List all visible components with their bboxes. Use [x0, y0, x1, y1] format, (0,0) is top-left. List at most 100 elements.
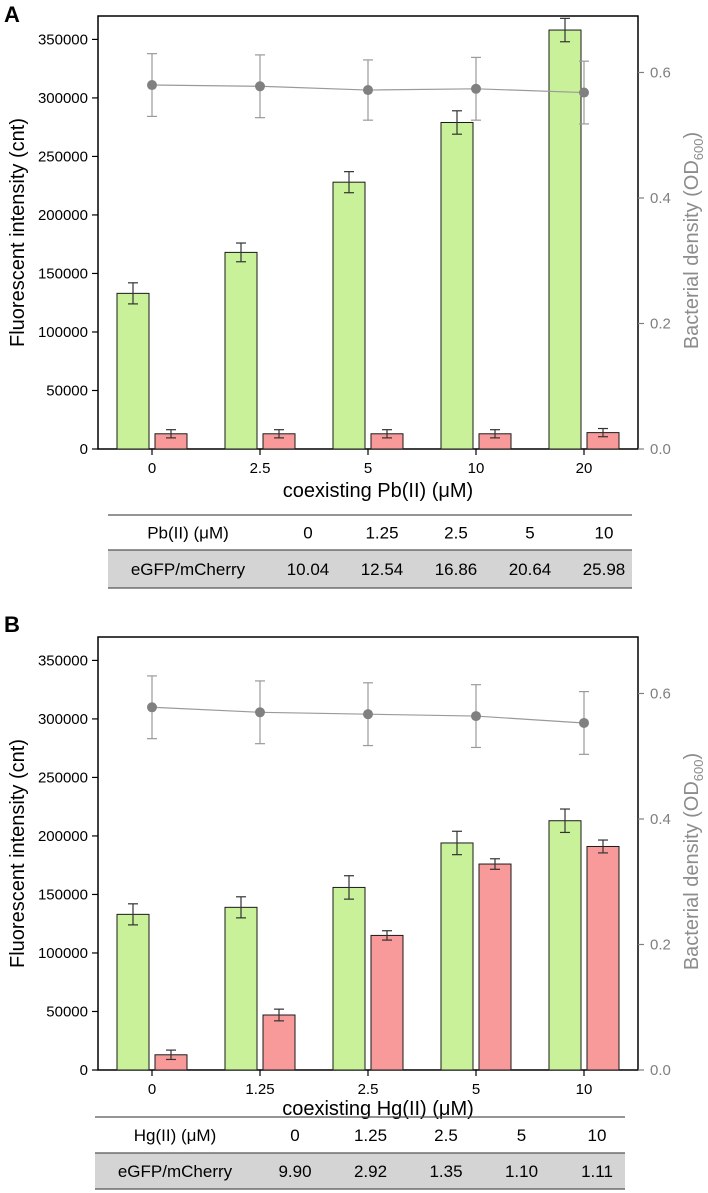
od-point-2	[363, 85, 373, 96]
y-tick-label: 100000	[38, 324, 88, 341]
bar-egfp-0	[116, 292, 150, 450]
y-tick-label: 300000	[38, 711, 88, 728]
y-tick-label: 200000	[38, 828, 88, 845]
x-tick-label: 0	[148, 1081, 156, 1098]
table-header-cell: 2.5	[444, 524, 468, 543]
y-tick-label: 150000	[38, 265, 88, 282]
y-axis-title: Fluorescent intensity (cnt)	[7, 118, 29, 347]
table-header-cell: 5	[525, 524, 534, 543]
table-data-cell: 25.98	[583, 560, 626, 579]
x-tick-label: 1.25	[245, 1081, 274, 1098]
od-point-3	[471, 83, 481, 94]
y2-axis-title-end: )	[681, 753, 703, 760]
x-tick-label: 2.5	[250, 460, 271, 477]
y-tick-label: 350000	[38, 652, 88, 669]
table-header-cell: Pb(II) (μM)	[147, 524, 229, 543]
table-header-cell: 10	[595, 524, 614, 543]
table-header-cell: 1.25	[365, 524, 398, 543]
x-tick-label: 10	[468, 460, 485, 477]
x-tick-label: 2.5	[358, 1081, 379, 1098]
od-point-0	[147, 80, 157, 91]
table-data-cell: 2.92	[354, 1162, 387, 1181]
bar-egfp-4	[548, 29, 582, 450]
y2-axis-title-sub: 600	[691, 139, 706, 161]
x-tick-label: 0	[148, 460, 156, 477]
table-data-cell: 16.86	[435, 560, 478, 579]
bar-egfp-3	[440, 121, 474, 450]
table-data-cell: 1.10	[505, 1162, 538, 1181]
bar-mcherry-2	[370, 934, 404, 1071]
y2-tick-label: 0.0	[650, 441, 671, 458]
bar-egfp-3	[440, 842, 474, 1071]
bar-egfp-0	[116, 913, 150, 1071]
table-header-cell: 0	[303, 524, 312, 543]
table-header-cell: 10	[588, 1126, 607, 1145]
y2-tick-label: 0.4	[650, 190, 671, 207]
y2-tick-label: 0.0	[650, 1062, 671, 1079]
table-data-cell: 20.64	[509, 560, 552, 579]
od-point-1	[255, 81, 265, 92]
y-tick-label: 250000	[38, 769, 88, 786]
chart-panel-a: A 0 50000 100000 150000 200000 250000 300000 350…	[4, 2, 706, 589]
table-shaded-row	[108, 550, 632, 588]
bar-egfp-1	[224, 906, 258, 1071]
od-point-4	[579, 717, 589, 728]
bar-egfp-4	[548, 820, 582, 1071]
bar-mcherry-3	[478, 863, 512, 1071]
x-axis-title: coexisting Pb(II) (μM)	[283, 480, 473, 502]
od-point-0	[147, 702, 157, 713]
y2-axis-title-main: Bacterial density (OD	[681, 781, 703, 970]
y-tick-label: 100000	[38, 945, 88, 962]
y2-axis-title-end: )	[681, 132, 703, 139]
od-point-4	[579, 87, 589, 98]
table-data-cell: 9.90	[278, 1162, 311, 1181]
bar-mcherry-4	[586, 845, 620, 1071]
panel-letter: A	[4, 2, 20, 27]
table-header-cell: 1.25	[354, 1126, 387, 1145]
y-tick-label: 250000	[38, 148, 88, 165]
y2-axis-title-sub: 600	[691, 760, 706, 782]
y-axis-title: Fluorescent intensity (cnt)	[7, 739, 29, 968]
bar-egfp-2	[332, 886, 366, 1071]
y2-tick-label: 0.2	[650, 315, 671, 332]
y2-tick-label: 0.6	[650, 64, 671, 81]
y-tick-label: 50000	[46, 1003, 88, 1020]
y-tick-label: 150000	[38, 886, 88, 903]
y-tick-label: 200000	[38, 207, 88, 224]
table-header-cell: 2.5	[434, 1126, 458, 1145]
table-header-cell: 0	[290, 1126, 299, 1145]
x-tick-label: 10	[576, 1081, 593, 1098]
ratio-table: Pb(II) (μM) 0 1.25 2.5 5 10 eGFP/mCherry 10.04 1…	[108, 514, 632, 589]
y2-tick-label: 0.2	[650, 936, 671, 953]
table-shaded-row	[95, 1153, 625, 1189]
y-tick-label: 300000	[38, 90, 88, 107]
x-tick-label: 5	[472, 1081, 480, 1098]
y2-axis-title: Bacterial density (OD600)	[681, 753, 706, 970]
y-tick-label: 50000	[46, 382, 88, 399]
y-tick-label: 350000	[38, 31, 88, 48]
table-data-cell: 10.04	[287, 560, 330, 579]
ratio-table: Hg(II) (μM) 0 1.25 2.5 5 10 eGFP/mCherry 9.90 2.…	[95, 1116, 625, 1190]
y2-tick-label: 0.4	[650, 811, 671, 828]
bar-egfp-1	[224, 251, 258, 450]
x-tick-label: 20	[576, 460, 593, 477]
y2-axis-title-main: Bacterial density (OD	[681, 160, 703, 349]
y2-tick-label: 0.6	[650, 685, 671, 702]
x-tick-label: 5	[364, 460, 372, 477]
y2-axis-title: Bacterial density (OD600)	[681, 132, 706, 349]
od-point-1	[255, 707, 265, 718]
table-data-cell: 12.54	[361, 560, 404, 579]
bar-egfp-2	[332, 181, 366, 450]
y-tick-label: 0	[80, 1062, 88, 1079]
table-data-cell: eGFP/mCherry	[118, 1162, 233, 1181]
x-axis-title: coexisting Hg(II) (μM)	[282, 1098, 474, 1120]
od-point-3	[471, 711, 481, 722]
y-tick-label: 0	[80, 441, 88, 458]
panel-letter: B	[4, 612, 20, 637]
od-point-2	[363, 709, 373, 720]
bar-mcherry-1	[262, 1014, 296, 1071]
table-data-cell: 1.11	[581, 1162, 613, 1181]
table-data-cell: eGFP/mCherry	[131, 560, 246, 579]
table-data-cell: 1.35	[429, 1162, 462, 1181]
